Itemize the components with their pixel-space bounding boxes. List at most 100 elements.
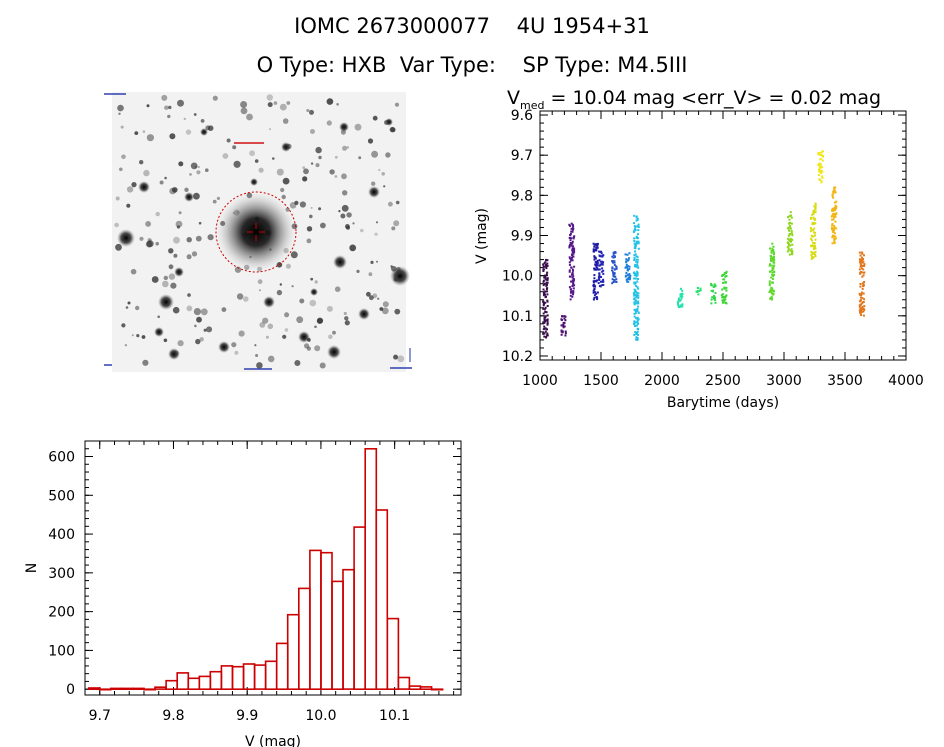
data-point bbox=[680, 287, 682, 290]
data-point bbox=[601, 263, 604, 266]
data-point bbox=[560, 333, 563, 336]
data-point bbox=[634, 244, 637, 247]
finder-star bbox=[143, 169, 150, 177]
data-point bbox=[545, 319, 548, 322]
data-point bbox=[814, 206, 817, 209]
data-point bbox=[713, 285, 716, 288]
chart-title: IOMC 2673000077 4U 1954+31 bbox=[294, 14, 650, 38]
data-point bbox=[810, 234, 813, 237]
data-point bbox=[570, 290, 573, 293]
data-point bbox=[633, 277, 636, 280]
x-tick-label: 9.8 bbox=[162, 708, 184, 724]
data-point bbox=[637, 242, 640, 245]
data-point bbox=[725, 289, 728, 292]
finder-star bbox=[168, 248, 174, 254]
data-point bbox=[812, 235, 815, 238]
x-tick-label: 2000 bbox=[644, 373, 680, 389]
data-point bbox=[772, 289, 775, 292]
data-point bbox=[788, 253, 791, 256]
y-tick-label: 400 bbox=[48, 527, 75, 543]
data-point bbox=[568, 256, 571, 259]
data-point bbox=[545, 263, 547, 266]
data-point bbox=[635, 293, 638, 296]
data-point bbox=[543, 332, 546, 335]
data-point bbox=[634, 281, 636, 284]
data-point bbox=[680, 293, 683, 296]
data-point bbox=[637, 302, 640, 305]
data-point bbox=[560, 324, 563, 327]
data-point bbox=[810, 245, 813, 248]
data-point bbox=[833, 241, 836, 244]
finder-star bbox=[121, 323, 126, 328]
y-tick-label: 10.1 bbox=[502, 309, 533, 325]
data-point bbox=[711, 296, 714, 299]
data-point bbox=[812, 229, 814, 232]
data-point bbox=[626, 274, 629, 277]
data-point bbox=[770, 250, 773, 252]
data-point bbox=[832, 231, 835, 233]
data-point bbox=[862, 274, 865, 277]
data-point bbox=[637, 322, 639, 325]
data-point bbox=[572, 255, 575, 258]
data-point bbox=[830, 227, 833, 229]
light-curve-cluster bbox=[611, 251, 618, 285]
data-point bbox=[770, 292, 773, 295]
data-point bbox=[572, 281, 575, 284]
data-point bbox=[572, 293, 574, 296]
finder-star bbox=[358, 308, 370, 320]
finder-star bbox=[310, 162, 314, 165]
finder-star bbox=[138, 181, 150, 193]
data-point bbox=[633, 271, 636, 274]
data-point bbox=[860, 271, 863, 273]
finder-star bbox=[186, 237, 192, 243]
data-point bbox=[635, 242, 638, 245]
data-point bbox=[714, 301, 717, 304]
finder-star bbox=[174, 267, 184, 277]
data-point bbox=[572, 291, 575, 294]
finder-star bbox=[397, 355, 405, 363]
data-point bbox=[546, 334, 549, 337]
finder-star bbox=[157, 315, 160, 319]
histogram-bar bbox=[342, 568, 355, 690]
finder-star bbox=[226, 138, 231, 143]
data-point bbox=[821, 155, 824, 158]
data-point bbox=[859, 262, 862, 265]
data-point bbox=[768, 282, 771, 285]
data-point bbox=[633, 288, 636, 291]
y-tick-label: 9.9 bbox=[511, 229, 533, 245]
data-point bbox=[812, 229, 815, 232]
data-point bbox=[628, 257, 630, 260]
data-point bbox=[814, 222, 817, 225]
light-curve-frame bbox=[539, 110, 907, 361]
data-point bbox=[788, 239, 791, 242]
finder-star bbox=[382, 301, 389, 308]
data-point bbox=[561, 315, 564, 318]
finder-star bbox=[141, 335, 146, 339]
data-point bbox=[814, 205, 817, 208]
finder-star bbox=[136, 334, 140, 338]
data-point bbox=[570, 253, 573, 256]
data-point bbox=[831, 208, 834, 211]
data-point bbox=[637, 287, 640, 290]
data-point bbox=[636, 217, 639, 220]
data-point bbox=[863, 263, 866, 266]
y-tick-label: 0 bbox=[66, 682, 75, 698]
y-tick-label: 10.2 bbox=[502, 349, 533, 365]
finder-star bbox=[352, 222, 355, 225]
data-point bbox=[634, 290, 637, 293]
finder-star bbox=[240, 107, 248, 115]
data-point bbox=[568, 286, 571, 289]
data-point bbox=[858, 300, 861, 303]
data-point bbox=[860, 271, 863, 274]
data-point bbox=[626, 278, 628, 281]
data-point bbox=[571, 249, 574, 252]
histogram-bar bbox=[275, 642, 289, 691]
finder-star bbox=[343, 311, 347, 316]
data-point bbox=[635, 242, 638, 245]
finder-star bbox=[354, 123, 362, 131]
light-curve-xlabel: Barytime (days) bbox=[667, 395, 779, 411]
data-point bbox=[832, 207, 835, 210]
data-point bbox=[592, 249, 595, 252]
data-point bbox=[546, 290, 549, 293]
data-point bbox=[722, 298, 725, 301]
